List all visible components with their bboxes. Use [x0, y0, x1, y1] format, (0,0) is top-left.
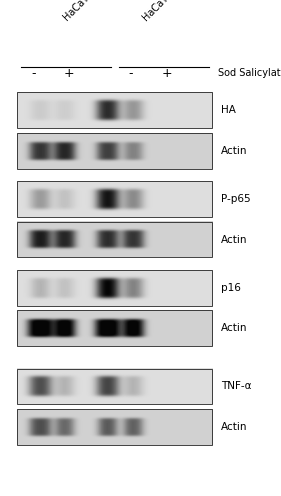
Bar: [17, 369, 212, 404]
Text: Actin: Actin: [221, 422, 247, 432]
Bar: [17, 92, 212, 128]
Text: p16: p16: [221, 283, 241, 293]
Text: Sod Salicylate: Sod Salicylate: [218, 68, 281, 78]
Text: TNF-α: TNF-α: [221, 381, 251, 391]
Text: +: +: [162, 67, 173, 80]
Bar: [17, 310, 212, 346]
Text: Actin: Actin: [221, 235, 247, 245]
Bar: [17, 409, 212, 445]
Text: HA: HA: [221, 105, 235, 115]
Bar: [17, 270, 212, 306]
Text: HaCaT-Control: HaCaT-Control: [62, 0, 118, 22]
Bar: [17, 181, 212, 217]
Text: +: +: [64, 67, 74, 80]
Text: Actin: Actin: [221, 323, 247, 333]
Text: -: -: [128, 67, 133, 80]
Bar: [17, 222, 212, 257]
Text: Actin: Actin: [221, 146, 247, 156]
Bar: [17, 133, 212, 169]
Text: HaCaT-CYLDᶜ/ˢ: HaCaT-CYLDᶜ/ˢ: [140, 0, 198, 22]
Text: P-p65: P-p65: [221, 194, 250, 204]
Text: -: -: [31, 67, 36, 80]
